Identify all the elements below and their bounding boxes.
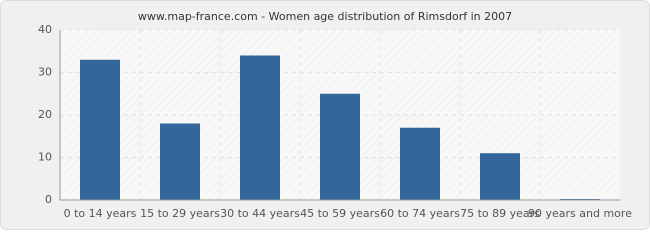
- bar: [480, 153, 520, 200]
- bar: [80, 59, 120, 200]
- y-tick-label: 20: [38, 108, 52, 121]
- x-tick-label: 45 to 59 years: [300, 207, 380, 220]
- x-tick-label: 75 to 89 years: [460, 207, 540, 220]
- y-tick-label: 40: [38, 23, 52, 36]
- y-tick-label: 30: [38, 66, 52, 79]
- x-tick-label: 60 to 74 years: [380, 207, 460, 220]
- x-tick-label: 90 years and more: [528, 207, 632, 220]
- bar: [400, 127, 440, 200]
- chart: www.map-france.com - Women age distribut…: [0, 0, 650, 230]
- x-tick-label: 15 to 29 years: [140, 207, 220, 220]
- bar: [160, 123, 200, 200]
- y-tick-label: 10: [38, 151, 52, 164]
- y-tick-label: 0: [45, 193, 52, 206]
- chart-title: www.map-france.com - Women age distribut…: [138, 10, 512, 23]
- bar: [240, 55, 280, 200]
- x-tick-label: 30 to 44 years: [220, 207, 300, 220]
- x-tick-label: 0 to 14 years: [64, 207, 137, 220]
- bar: [320, 93, 360, 200]
